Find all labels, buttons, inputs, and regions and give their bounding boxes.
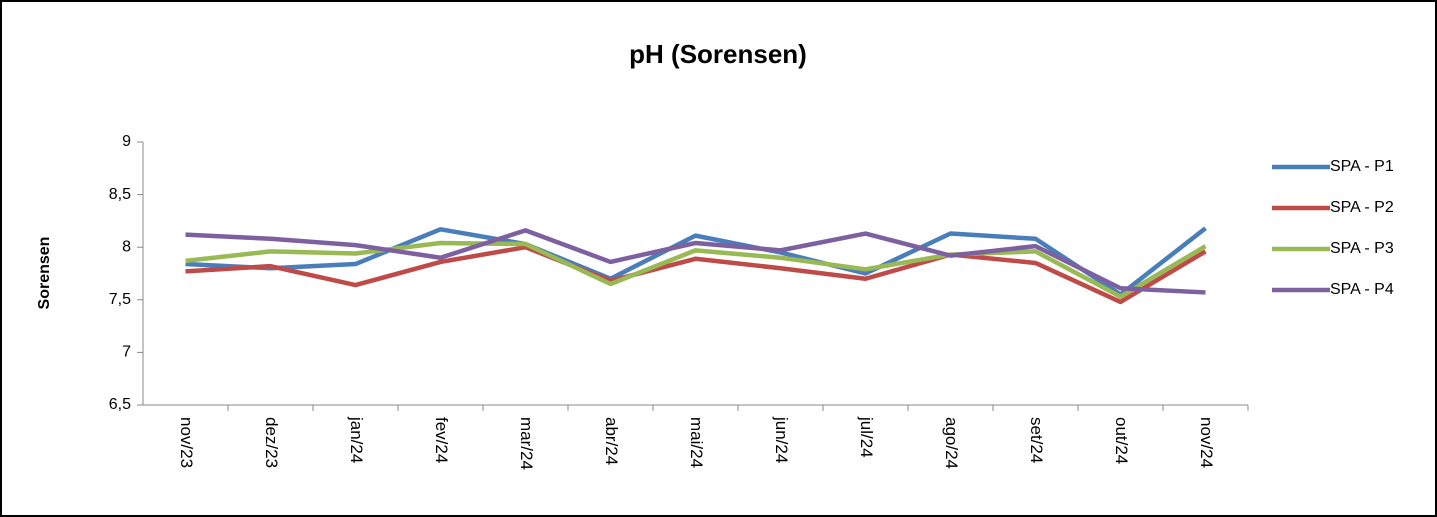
- legend-label: SPA - P4: [1330, 281, 1394, 298]
- x-tick-label: fev/24: [432, 417, 451, 463]
- x-tick-label: ago/24: [942, 417, 961, 469]
- y-tick-label: 7,5: [109, 291, 131, 308]
- y-tick-label: 6,5: [109, 396, 131, 413]
- series-line: [185, 228, 1206, 295]
- y-tick-label: 7: [122, 344, 131, 361]
- series-line: [185, 244, 1207, 305]
- series-line: [185, 226, 1207, 297]
- x-tick-label: nov/23: [177, 417, 196, 468]
- legend-label: SPA - P2: [1330, 199, 1394, 216]
- y-tick-label: 8: [122, 238, 131, 255]
- x-tick-label: mai/24: [687, 417, 706, 468]
- legend-label: SPA - P3: [1330, 240, 1394, 257]
- x-tick-label: set/24: [1027, 417, 1046, 463]
- y-axis-label: Sorensen: [36, 237, 53, 310]
- legend-label: SPA - P1: [1330, 158, 1394, 175]
- y-tick-label: 9: [122, 133, 131, 150]
- x-tick-label: abr/24: [602, 417, 621, 465]
- x-tick-label: out/24: [1112, 417, 1131, 464]
- x-tick-label: jul/24: [857, 416, 876, 458]
- x-tick-label: jun/24: [772, 416, 791, 463]
- x-tick-label: jan/24: [347, 416, 366, 463]
- x-tick-label: dez/23: [262, 417, 281, 468]
- y-tick-label: 8,5: [109, 186, 131, 203]
- series-line: [185, 240, 1207, 299]
- x-tick-label: nov/24: [1197, 417, 1216, 468]
- chart-title: pH (Sorensen): [629, 39, 807, 69]
- x-tick-label: mar/24: [517, 417, 536, 470]
